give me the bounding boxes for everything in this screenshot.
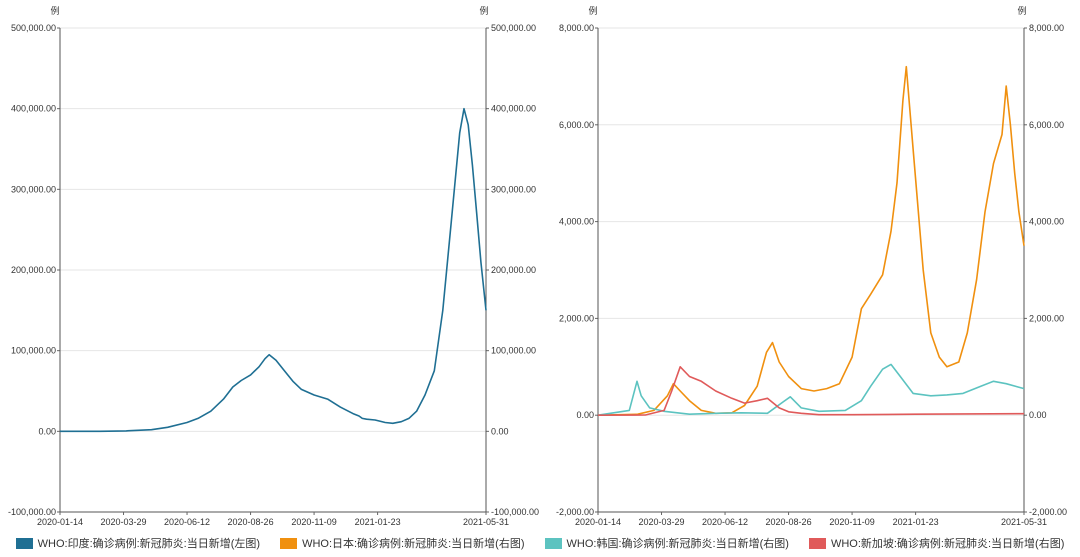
- series-line-1: [597, 363, 1025, 416]
- y-tick-label-right: 200,000.00: [491, 265, 536, 275]
- legend-label: WHO:韩国:确诊病例:新冠肺炎:当日新增(右图): [566, 538, 789, 550]
- legend-label: WHO:日本:确诊病例:新冠肺炎:当日新增(右图): [302, 538, 525, 550]
- y-tick-label-left: 100,000.00: [11, 346, 56, 356]
- y-tick-label-right: 100,000.00: [491, 346, 536, 356]
- y-tick-label-right: 2,000.00: [1029, 313, 1064, 323]
- x-tick-label: 2020-08-26: [228, 517, 274, 527]
- y-tick-label-right: 300,000.00: [491, 184, 536, 194]
- y-tick-label-right: -2,000.00: [1029, 507, 1067, 517]
- y-tick-label-right: 8,000.00: [1029, 23, 1064, 33]
- x-tick-label: 2020-03-29: [638, 517, 684, 527]
- legend-item: WHO:韩国:确诊病例:新冠肺炎:当日新增(右图): [544, 535, 789, 551]
- y-tick-label-left: 0.00: [576, 410, 594, 420]
- x-tick-label: 2021-01-23: [355, 517, 401, 527]
- x-tick-label: 2020-03-29: [100, 517, 146, 527]
- series-line-0: [60, 107, 487, 433]
- y-tick-label-left: 300,000.00: [11, 184, 56, 194]
- y-tick-label-left: 6,000.00: [559, 120, 594, 130]
- x-tick-label: 2020-08-26: [766, 517, 812, 527]
- y-tick-label-left: 500,000.00: [11, 23, 56, 33]
- y-tick-label-left: 4,000.00: [559, 217, 594, 227]
- x-tick-label: 2021-01-23: [893, 517, 939, 527]
- x-tick-label: 2020-01-14: [37, 517, 83, 527]
- legend-swatch: [544, 537, 562, 549]
- legend-label: WHO:印度:确诊病例:新冠肺炎:当日新增(左图): [37, 538, 261, 550]
- x-tick-label: 2020-01-14: [575, 517, 621, 527]
- legend-label: WHO:新加坡:确诊病例:新冠肺炎:当日新增(右图): [830, 538, 1065, 550]
- y-tick-label-right: 400,000.00: [491, 104, 536, 114]
- legend: WHO:印度:确诊病例:新冠肺炎:当日新增(左图) WHO:日本:确诊病例:新冠肺…: [0, 532, 1080, 554]
- left-chart: 500,000.00 500,000.00 400,000.00 400,000.00…: [8, 5, 539, 527]
- y-tick-label-right: 6,000.00: [1029, 120, 1064, 130]
- x-tick-label: 2020-06-12: [164, 517, 210, 527]
- y-tick-label-left: -2,000.00: [556, 507, 594, 517]
- legend-item: WHO:印度:确诊病例:新冠肺炎:当日新增(左图): [15, 535, 261, 551]
- y-tick-label-right: 0.00: [1029, 410, 1047, 420]
- y-tick-label-right: 500,000.00: [491, 23, 536, 33]
- legend-swatch: [280, 537, 298, 549]
- y-tick-label-right: -100,000.00: [491, 507, 539, 517]
- x-tick-label: 2021-05-31: [1001, 517, 1047, 527]
- x-tick-label: 2020-11-09: [829, 517, 874, 527]
- series-line-0: [597, 65, 1025, 416]
- y-tick-label-left: 200,000.00: [11, 265, 56, 275]
- y-unit-label-left: 例: [50, 5, 59, 16]
- right-chart: 8,000.00 8,000.00 6,000.00 6,000.00 4,000.00…: [556, 5, 1067, 527]
- series-line-2: [597, 366, 1025, 416]
- y-tick-label-left: 400,000.00: [11, 104, 56, 114]
- y-tick-label-left: 2,000.00: [559, 313, 594, 323]
- legend-swatch: [808, 537, 826, 549]
- y-tick-label-right: 4,000.00: [1029, 217, 1064, 227]
- x-tick-label: 2021-05-31: [463, 517, 509, 527]
- x-tick-label: 2020-11-09: [291, 517, 336, 527]
- x-tick-label: 2020-06-12: [702, 517, 748, 527]
- y-tick-label-left: 0.00: [38, 426, 56, 436]
- y-tick-label-right: 0.00: [491, 426, 509, 436]
- y-unit-label-right: 例: [1017, 5, 1026, 16]
- y-tick-label-left: -100,000.00: [8, 507, 56, 517]
- legend-swatch: [15, 537, 33, 549]
- legend-item: WHO:日本:确诊病例:新冠肺炎:当日新增(右图): [280, 535, 525, 551]
- y-tick-label-left: 8,000.00: [559, 23, 594, 33]
- y-unit-label-right: 例: [479, 5, 488, 16]
- legend-item: WHO:新加坡:确诊病例:新冠肺炎:当日新增(右图): [808, 535, 1065, 551]
- y-unit-label-left: 例: [588, 5, 597, 16]
